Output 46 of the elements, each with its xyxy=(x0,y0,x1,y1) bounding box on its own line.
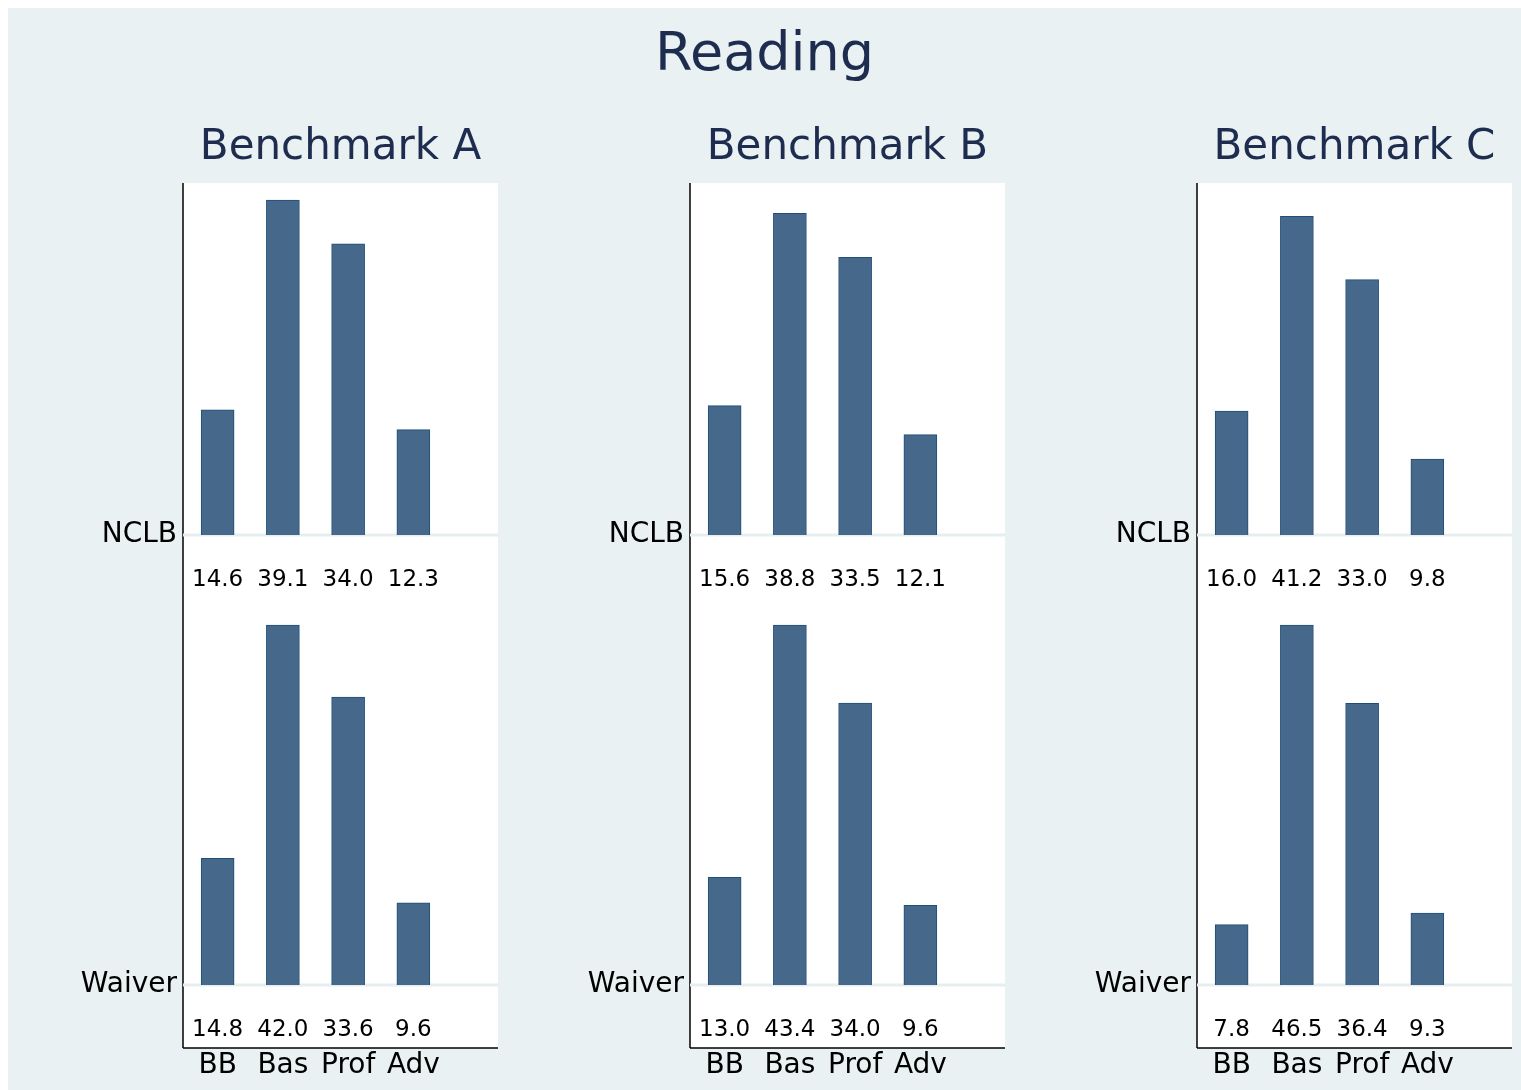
x-tick-label: Prof xyxy=(320,1047,377,1081)
data-label: 9.6 xyxy=(395,1014,432,1041)
data-label: 34.0 xyxy=(829,1014,881,1041)
y-axis-title: Waiver xyxy=(80,966,178,1000)
data-label: 7.8 xyxy=(1213,1014,1250,1041)
x-tick-label: Bas xyxy=(764,1047,816,1081)
data-label: 33.5 xyxy=(829,564,881,591)
x-tick-label: Prof xyxy=(1334,1047,1391,1081)
text: Reading xyxy=(653,20,876,83)
data-label: 41.2 xyxy=(1271,564,1323,591)
data-label: 12.1 xyxy=(894,564,946,591)
x-tick-label: Adv xyxy=(386,1047,440,1081)
x-tick-label: BB xyxy=(198,1047,237,1081)
data-label: 9.3 xyxy=(1409,1014,1446,1041)
x-tick-label: Adv xyxy=(893,1047,947,1081)
y-axis-title: Waiver xyxy=(587,966,685,1000)
data-label: 33.0 xyxy=(1336,564,1388,591)
x-tick-label: BB xyxy=(1212,1047,1251,1081)
data-label: 34.0 xyxy=(322,564,374,591)
x-tick-label: BB xyxy=(705,1047,744,1081)
y-axis-title: NCLB xyxy=(1115,516,1191,550)
data-label: 9.6 xyxy=(902,1014,939,1041)
data-label: 33.6 xyxy=(322,1014,374,1041)
x-tick-label: Bas xyxy=(1271,1047,1323,1081)
data-label: 42.0 xyxy=(257,1014,309,1041)
data-label: 15.6 xyxy=(699,564,751,591)
data-label: 39.1 xyxy=(257,564,309,591)
y-axis-title: NCLB xyxy=(101,516,177,550)
x-tick-label: Adv xyxy=(1400,1047,1454,1081)
x-tick-label: Bas xyxy=(257,1047,309,1081)
data-label: 16.0 xyxy=(1206,564,1258,591)
data-label: 14.6 xyxy=(192,564,244,591)
data-label: 38.8 xyxy=(764,564,816,591)
y-axis-title: Waiver xyxy=(1094,966,1192,1000)
chart-title: Benchmark B xyxy=(705,120,990,169)
chart-title: Benchmark C xyxy=(1212,120,1497,169)
data-label: 14.8 xyxy=(192,1014,244,1041)
data-label: 46.5 xyxy=(1271,1014,1323,1041)
data-label: 36.4 xyxy=(1336,1014,1388,1041)
data-label: 43.4 xyxy=(764,1014,816,1041)
data-label: 9.8 xyxy=(1409,564,1446,591)
y-axis-title: NCLB xyxy=(608,516,684,550)
data-label: 12.3 xyxy=(387,564,439,591)
data-label: 13.0 xyxy=(699,1014,751,1041)
chart-title: Benchmark A xyxy=(198,120,483,169)
x-tick-label: Prof xyxy=(827,1047,884,1081)
